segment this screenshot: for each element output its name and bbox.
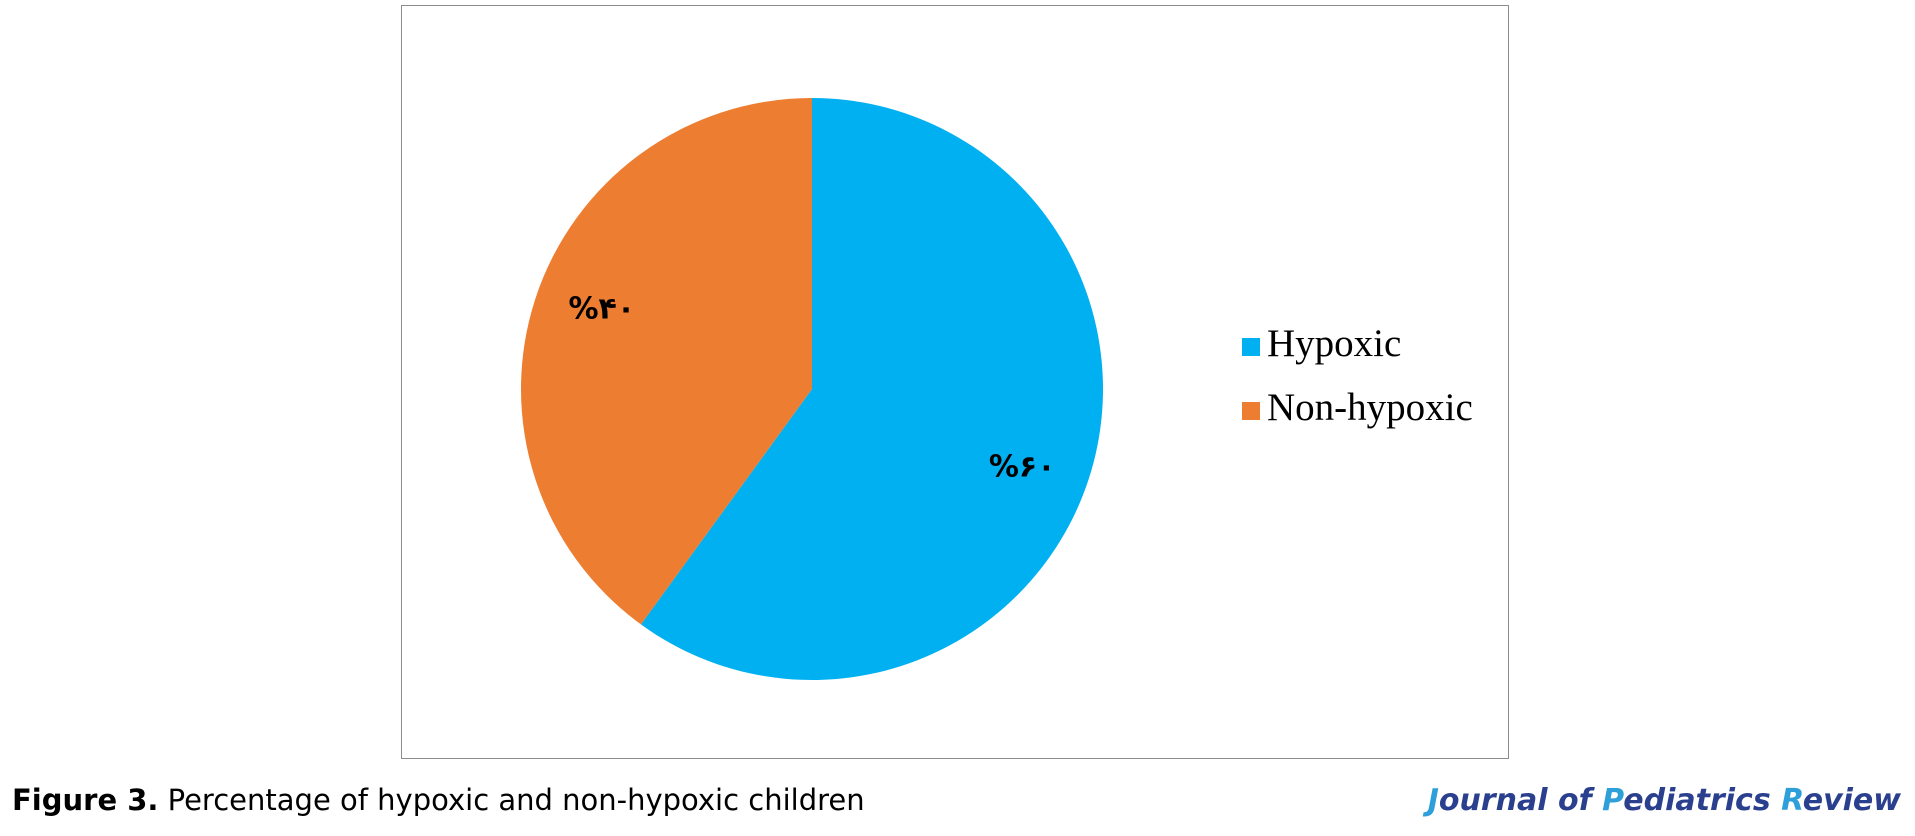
slice-label-hypoxic: %۶۰ bbox=[989, 450, 1056, 485]
journal-initial-1: J bbox=[1427, 783, 1439, 818]
figure-caption-text: Percentage of hypoxic and non-hypoxic ch… bbox=[158, 783, 865, 817]
journal-initial-3: R bbox=[1781, 783, 1803, 818]
pie-chart: %۶۰ %۴۰ Hypoxic Non-hypoxic bbox=[520, 97, 1473, 680]
journal-word-1: ournal of bbox=[1438, 783, 1603, 818]
journal-initial-2: P bbox=[1602, 783, 1624, 818]
journal-word-2: ediatrics bbox=[1623, 783, 1782, 818]
chart-frame: %۶۰ %۴۰ Hypoxic Non-hypoxic bbox=[401, 5, 1509, 759]
figure-caption-label: Figure 3. bbox=[12, 783, 159, 817]
legend-swatch-hypoxic bbox=[1242, 338, 1260, 356]
pie-slice-hypoxic bbox=[640, 98, 1103, 680]
figure-caption: Figure 3. Percentage of hypoxic and non-… bbox=[12, 783, 865, 817]
legend: Hypoxic Non-hypoxic bbox=[1242, 322, 1473, 429]
legend-swatch-non-hypoxic bbox=[1242, 402, 1260, 420]
legend-label-hypoxic: Hypoxic bbox=[1267, 322, 1401, 365]
legend-label-non-hypoxic: Non-hypoxic bbox=[1267, 386, 1473, 429]
journal-word-3: eview bbox=[1802, 783, 1901, 818]
journal-name: Journal of Pediatrics Review bbox=[1428, 783, 1901, 818]
pie-slice-non-hypoxic bbox=[520, 97, 812, 625]
slice-label-non-hypoxic: %۴۰ bbox=[568, 291, 635, 326]
